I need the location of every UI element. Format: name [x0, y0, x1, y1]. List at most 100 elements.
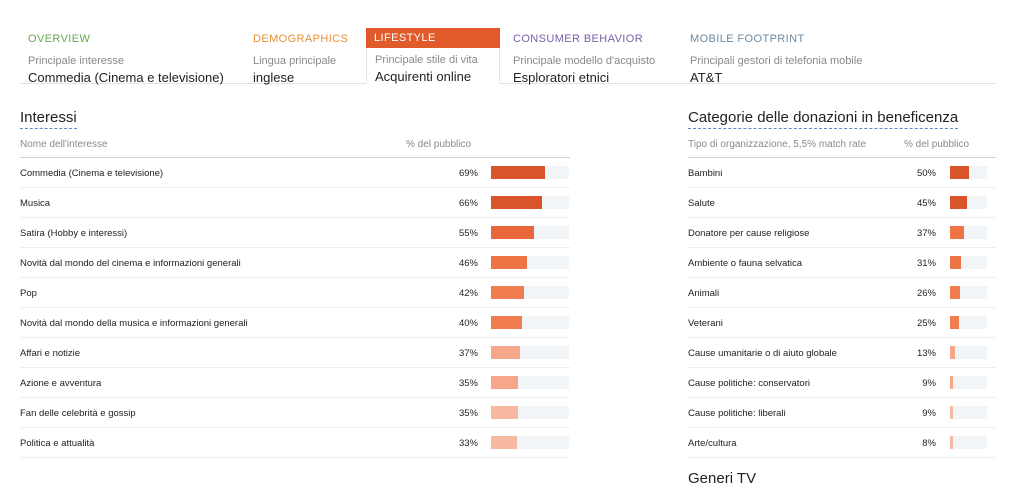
tab-subtitle: Principale stile di vita	[375, 54, 478, 66]
bar-track	[491, 166, 569, 179]
row-label: Cause politiche: liberali	[688, 408, 786, 419]
tab-lifestyle[interactable]: LIFESTYLE Principale stile di vita Acqui…	[366, 28, 500, 84]
bar-fill	[491, 406, 518, 419]
tab-value: AT&T	[690, 70, 723, 85]
tab-value: inglese	[253, 70, 295, 85]
column-header-name: Nome dell'interesse	[20, 139, 108, 150]
table-row: Commedia (Cinema e televisione) 69%	[20, 158, 570, 188]
bar-fill	[491, 226, 534, 239]
row-label: Ambiente o fauna selvatica	[688, 258, 803, 269]
panel-title: Interessi	[20, 108, 77, 129]
row-percent: 55%	[458, 228, 478, 239]
row-percent: 33%	[458, 438, 478, 449]
bar-fill	[950, 226, 964, 239]
row-percent: 50%	[916, 168, 936, 179]
bar-fill	[950, 376, 953, 389]
table-row: Azione e avventura 35%	[20, 368, 570, 398]
row-label: Satira (Hobby e interessi)	[20, 228, 128, 239]
table-row: Animali 26%	[688, 278, 996, 308]
row-label: Salute	[688, 198, 715, 209]
table-header: Tipo di organizzazione, 5,5% match rate …	[688, 135, 996, 158]
table-row: Cause politiche: conservatori 9%	[688, 368, 996, 398]
bar-track	[491, 406, 569, 419]
row-percent: 46%	[458, 258, 478, 269]
tab-consumer-behavior[interactable]: CONSUMER BEHAVIOR Principale modello d'a…	[505, 28, 682, 85]
row-label: Novità dal mondo della musica e informaz…	[20, 318, 248, 329]
row-percent: 69%	[458, 168, 478, 179]
bar-fill	[491, 436, 517, 449]
table-row: Novità dal mondo del cinema e informazio…	[20, 248, 570, 278]
bar-track	[491, 286, 569, 299]
row-label: Animali	[688, 288, 720, 299]
row-percent: 35%	[458, 408, 478, 419]
row-percent: 8%	[922, 438, 936, 449]
bar-track	[950, 286, 987, 299]
tab-value: Commedia (Cinema e televisione)	[28, 70, 224, 85]
bar-track	[950, 256, 987, 269]
row-label: Cause politiche: conservatori	[688, 378, 810, 389]
interests-table-body: Commedia (Cinema e televisione) 69% Musica…	[20, 158, 570, 458]
bar-fill	[950, 406, 953, 419]
column-header-name: Tipo di organizzazione, 5,5% match rate	[688, 139, 867, 150]
column-header-percent: % del pubblico	[904, 139, 970, 150]
column-header-percent: % del pubblico	[406, 139, 472, 150]
bar-fill	[491, 316, 522, 329]
table-row: Affari e notizie 37%	[20, 338, 570, 368]
interests-panel: Interessi Nome dell'interesse % del pubb…	[20, 108, 570, 458]
row-label: Cause umanitarie o di aiuto globale	[688, 348, 837, 359]
tab-title: DEMOGRAPHICS	[253, 33, 349, 45]
tab-bar: OVERVIEW Principale interesse Commedia (…	[20, 28, 996, 85]
tab-overview[interactable]: OVERVIEW Principale interesse Commedia (…	[20, 28, 245, 85]
bar-track	[950, 406, 987, 419]
donations-panel: Categorie delle donazioni in beneficenza…	[688, 108, 996, 458]
table-row: Cause umanitarie o di aiuto globale 13%	[688, 338, 996, 368]
row-percent: 45%	[916, 198, 936, 209]
tab-value: Acquirenti online	[375, 69, 472, 84]
row-percent: 40%	[458, 318, 478, 329]
table-row: Veterani 25%	[688, 308, 996, 338]
row-label: Affari e notizie	[20, 348, 81, 359]
tab-mobile-footprint[interactable]: MOBILE FOOTPRINT Principali gestori di t…	[682, 28, 902, 85]
tab-title: LIFESTYLE	[366, 28, 500, 48]
bar-track	[950, 316, 987, 329]
row-percent: 37%	[458, 348, 478, 359]
row-percent: 31%	[916, 258, 936, 269]
row-percent: 35%	[458, 378, 478, 389]
bar-track	[491, 346, 569, 359]
row-label: Donatore per cause religiose	[688, 228, 810, 239]
bar-fill	[950, 436, 953, 449]
table-row: Politica e attualità 33%	[20, 428, 570, 458]
bar-fill	[491, 196, 542, 209]
row-percent: 66%	[458, 198, 478, 209]
bar-track	[950, 376, 987, 389]
bar-fill	[491, 346, 520, 359]
bar-track	[491, 226, 569, 239]
tab-title: CONSUMER BEHAVIOR	[513, 33, 644, 45]
table-row: Salute 45%	[688, 188, 996, 218]
row-label: Fan delle celebrità e gossip	[20, 408, 136, 419]
row-label: Arte/cultura	[688, 438, 737, 449]
bar-fill	[491, 256, 527, 269]
bar-track	[491, 256, 569, 269]
tab-subtitle: Lingua principale	[253, 55, 337, 67]
row-label: Bambini	[688, 168, 723, 179]
bar-track	[950, 436, 987, 449]
row-label: Commedia (Cinema e televisione)	[20, 168, 164, 179]
bar-track	[950, 346, 987, 359]
row-percent: 37%	[916, 228, 936, 239]
bar-fill	[491, 376, 518, 389]
section-title-tv-genres: Generi TV	[688, 470, 757, 487]
table-row: Pop 42%	[20, 278, 570, 308]
row-label: Azione e avventura	[20, 378, 102, 389]
bar-track	[491, 316, 569, 329]
table-row: Cause politiche: liberali 9%	[688, 398, 996, 428]
tab-title: OVERVIEW	[28, 33, 91, 45]
bar-track	[950, 226, 987, 239]
row-label: Veterani	[688, 318, 723, 329]
tab-demographics[interactable]: DEMOGRAPHICS Lingua principale inglese	[245, 28, 366, 85]
panel-title: Categorie delle donazioni in beneficenza	[688, 108, 959, 129]
bar-track	[491, 196, 569, 209]
bar-fill	[950, 196, 967, 209]
row-label: Novità dal mondo del cinema e informazio…	[20, 258, 241, 269]
table-row: Bambini 50%	[688, 158, 996, 188]
